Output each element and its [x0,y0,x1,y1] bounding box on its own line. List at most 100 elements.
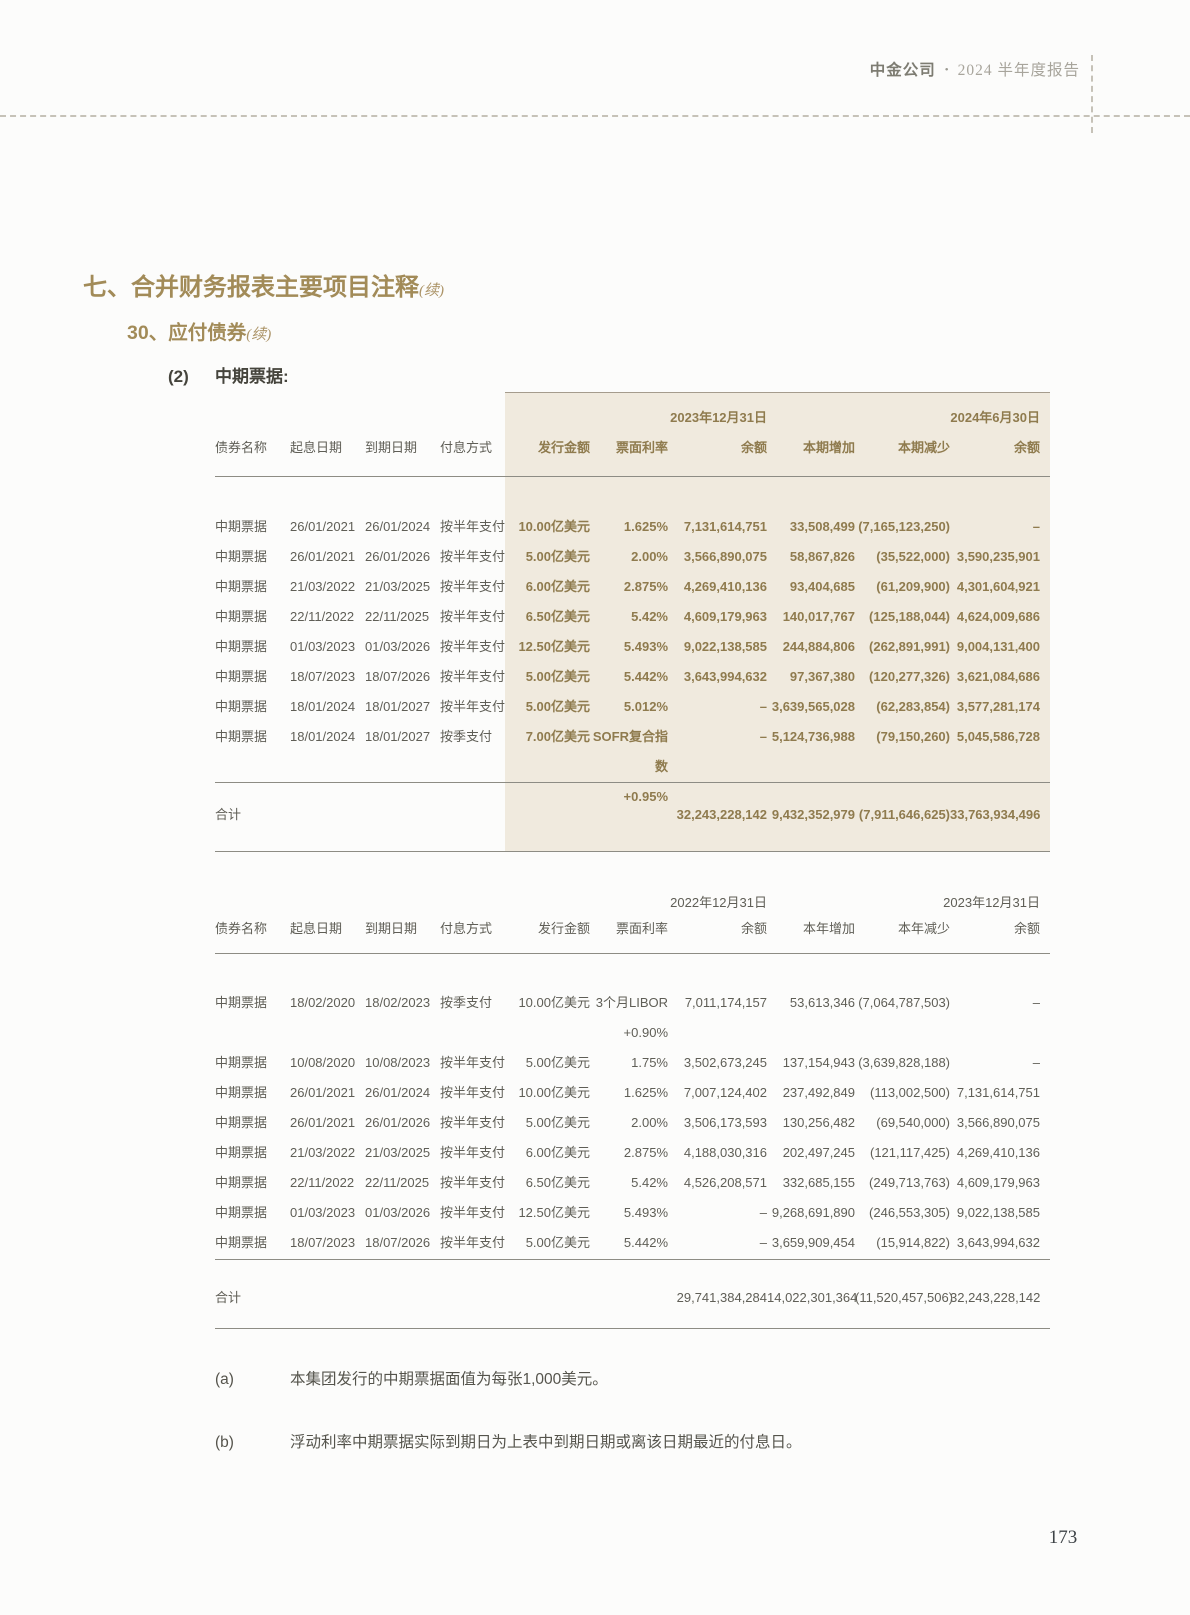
table-cell: 3,621,084,686 [956,669,1040,684]
table-cell: (3,639,828,188) [858,1055,950,1070]
table-cell: 18/02/2023 [365,995,431,1010]
table-cell: – [1032,519,1040,534]
col-header: 付息方式 [440,921,493,936]
table-cell: 6.00亿美元 [525,1145,590,1160]
column-header-row: 债券名称 起息日期 到期日期 付息方式 发行金额 票面利率 余额 本年增加 本年… [215,917,1050,941]
table-cell: 7,131,614,751 [683,519,767,534]
table-cell: 中期票据 [215,1115,268,1130]
table-cell: – [759,1235,767,1250]
table-row: 中期票据 22/11/2022 22/11/2025 按半年支付 6.50亿美元 5.42… [215,602,1050,632]
table-cell: 12.50亿美元 [518,1205,590,1220]
table-row: 中期票据 01/03/2023 01/03/2026 按半年支付 12.50亿美元 5.4… [215,632,1050,662]
table-rule [215,851,1050,852]
col-header: 票面利率 [615,921,668,936]
table-cell: (262,891,991) [869,639,950,654]
footnote-tag: (a) [215,1371,234,1388]
section-heading: 七、合并财务报表主要项目注释(续) [83,274,444,301]
table-cell: 26/01/2024 [365,1085,431,1100]
table-cell: 332,685,155 [782,1175,855,1190]
table-cell: 按半年支付 [440,639,506,654]
table-body: 中期票据 26/01/2021 26/01/2024 按半年支付 10.00亿美元 1.6… [215,512,1050,812]
report-title: 2024 半年度报告 [957,62,1080,79]
running-header: 中金公司 • 2024 半年度报告 [870,58,1080,80]
horizontal-dashed-divider [0,115,1190,117]
table-cell: 21/03/2022 [290,1145,356,1160]
table-cell: 93,404,685 [789,579,855,594]
table-cell: (121,117,425) [870,1145,950,1160]
table-cell: 26/01/2021 [290,549,356,564]
item-title: 中期票据: [215,367,289,386]
table-cell: 140,017,767 [782,609,855,624]
table-cell: 7,007,124,402 [683,1085,767,1100]
table-cell: 7,131,614,751 [956,1085,1040,1100]
table-cell: (61,209,900) [876,579,950,594]
table-row: 中期票据 18/07/2023 18/07/2026 按半年支付 5.00亿美元 5.44… [215,1228,1050,1258]
table-cell: 01/03/2023 [290,639,356,654]
table-cell: 按半年支付 [440,1085,506,1100]
table-cell: 26/01/2021 [290,1085,356,1100]
col-header: 余额 [740,440,767,455]
period-header-row: 2023年12月31日 2024年6月30日 [215,406,1050,430]
section-heading-suffix: (续) [419,283,444,299]
table-cell: 18/01/2024 [290,699,356,714]
table-cell: 2.00% [631,549,668,564]
table-cell: 5,045,586,728 [956,729,1040,744]
table-row: 中期票据 01/03/2023 01/03/2026 按半年支付 12.50亿美元 5.4… [215,1198,1050,1228]
total-value: (11,520,457,506) [855,1290,954,1305]
table-cell: 4,269,410,136 [956,1145,1040,1160]
total-label: 合计 [215,807,242,822]
subsection-heading-suffix: (续) [246,327,272,343]
col-header: 到期日期 [365,921,418,936]
table-cell: 18/07/2023 [290,669,356,684]
total-row: 合计 29,741,384,284 14,022,301,364 (11,520… [215,1286,1050,1310]
table-cell: 202,497,245 [782,1145,855,1160]
col-header: 本期减少 [897,440,950,455]
table-cell: 18/01/2027 [365,729,431,744]
table-row: 中期票据 21/03/2022 21/03/2025 按半年支付 6.00亿美元 2.87… [215,1138,1050,1168]
table-cell: – [759,1205,767,1220]
page-number: 173 [1048,1527,1078,1548]
table-cell: 22/11/2022 [290,609,355,624]
period-header-row: 2022年12月31日 2023年12月31日 [215,891,1050,915]
table-cell: 按半年支付 [440,579,506,594]
table-cell: 中期票据 [215,729,268,744]
table-cell: 10/08/2023 [365,1055,431,1070]
table-cell: 18/02/2020 [290,995,356,1010]
table-cell: 中期票据 [215,639,268,654]
table-cell: 按季支付 [440,995,493,1010]
table-cell: 26/01/2021 [290,1115,356,1130]
table-cell: 中期票据 [215,699,268,714]
table-cell: 中期票据 [215,549,268,564]
col-header: 起息日期 [290,921,343,936]
item-heading: (2) 中期票据: [168,362,289,387]
column-header-row: 债券名称 起息日期 到期日期 付息方式 发行金额 票面利率 余额 本期增加 本期… [215,436,1050,460]
table-cell: 4,624,009,686 [956,609,1040,624]
footnote-a: (a) 本集团发行的中期票据面值为每张1,000美元。 [215,1368,1075,1392]
table-cell: 3,566,890,075 [956,1115,1040,1130]
table-cell: 中期票据 [215,1235,268,1250]
table-cell: 9,022,138,585 [683,639,767,654]
table-cell: 4,301,604,921 [956,579,1040,594]
total-value: 32,243,228,142 [676,807,767,822]
table-cell: 26/01/2026 [365,1115,431,1130]
table-cell: 中期票据 [215,609,268,624]
table-cell: 01/03/2026 [365,639,431,654]
table-cell: (246,553,305) [869,1205,950,1220]
table-cell: 9,268,691,890 [771,1205,855,1220]
table-cell: 21/03/2022 [290,579,356,594]
table-cell: 5.012% [623,699,668,714]
table-cell: 3,566,890,075 [683,549,767,564]
table-cell: 按半年支付 [440,609,506,624]
table-row: 中期票据 22/11/2022 22/11/2025 按半年支付 6.50亿美元 5.42… [215,1168,1050,1198]
table-cell: 5.493% [623,639,668,654]
col-header: 债券名称 [215,921,268,936]
table-cell: 10/08/2020 [290,1055,356,1070]
table-cell: 12.50亿美元 [518,639,590,654]
mtn-table-2024: 2023年12月31日 2024年6月30日 债券名称 起息日期 到期日期 付息… [215,392,1050,852]
total-label: 合计 [215,1290,242,1305]
table-rule [215,1328,1050,1329]
subsection-heading: 30、应付债券(续) [127,322,272,344]
table-cell: 按半年支付 [440,1145,506,1160]
table-cell: 3,643,994,632 [956,1235,1040,1250]
table-cell: 1.625% [623,519,668,534]
